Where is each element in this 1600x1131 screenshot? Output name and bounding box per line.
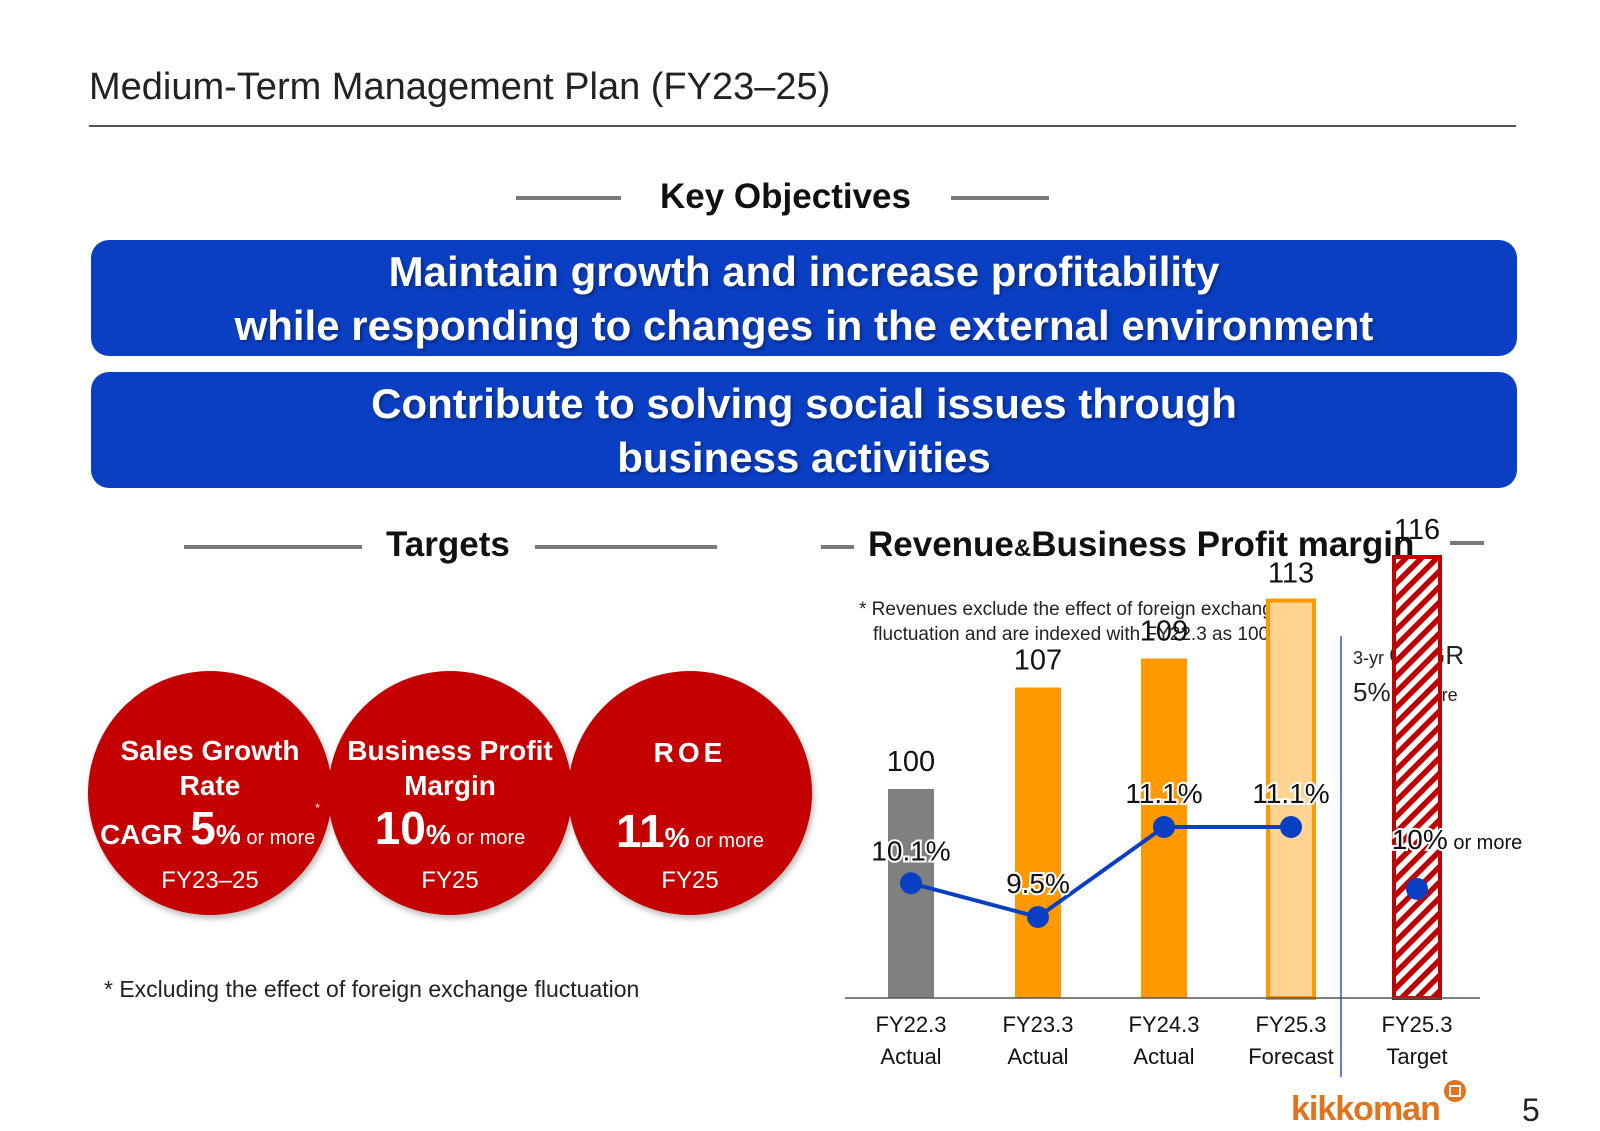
margin-point-3	[1153, 816, 1175, 838]
margin-point-5	[1406, 878, 1428, 900]
revenue-bar-2	[1015, 688, 1061, 999]
kikkoman-logo-icon	[1444, 1080, 1466, 1102]
revenue-label-5: 116	[1394, 514, 1440, 546]
x-tick-label-4: FY25.3	[1256, 1012, 1327, 1037]
margin-label-4: 11.1%	[1252, 778, 1329, 809]
x-tick-label-2: FY23.3	[1003, 1012, 1074, 1037]
revenue-margin-chart: 100 FY22.3 Actual 107 FY23.3 Actual 109 FY24.3 A…	[0, 0, 1600, 1131]
margin-label-1: 10.1%	[871, 835, 950, 866]
margin-line	[911, 827, 1291, 917]
margin-label-5-or-more: or more	[1448, 832, 1522, 854]
x-tick-label-5: FY25.3	[1382, 1012, 1453, 1037]
x-tick-sublabel-3: Actual	[1133, 1044, 1194, 1069]
margin-point-2	[1027, 906, 1049, 928]
x-tick-sublabel-4: Forecast	[1248, 1044, 1334, 1069]
x-tick-label-1: FY22.3	[876, 1012, 947, 1037]
revenue-label-2: 107	[1014, 645, 1062, 677]
margin-label-3: 11.1%	[1125, 778, 1202, 809]
x-tick-sublabel-1: Actual	[880, 1044, 941, 1069]
x-tick-sublabel-5: Target	[1386, 1044, 1447, 1069]
revenue-label-1: 100	[887, 746, 935, 778]
revenue-label-3: 109	[1140, 616, 1188, 648]
margin-point-4	[1280, 816, 1302, 838]
margin-label-2: 9.5%	[1006, 868, 1070, 899]
revenue-bar-5	[1394, 557, 1440, 998]
page-number: 5	[1522, 1092, 1540, 1129]
margin-label-5: 10% or more	[1392, 824, 1523, 855]
revenue-label-4: 113	[1268, 558, 1314, 590]
margin-point-1	[900, 872, 922, 894]
kikkoman-logo: kikkoman	[1291, 1090, 1440, 1129]
x-tick-label-3: FY24.3	[1129, 1012, 1200, 1037]
x-tick-sublabel-2: Actual	[1007, 1044, 1068, 1069]
